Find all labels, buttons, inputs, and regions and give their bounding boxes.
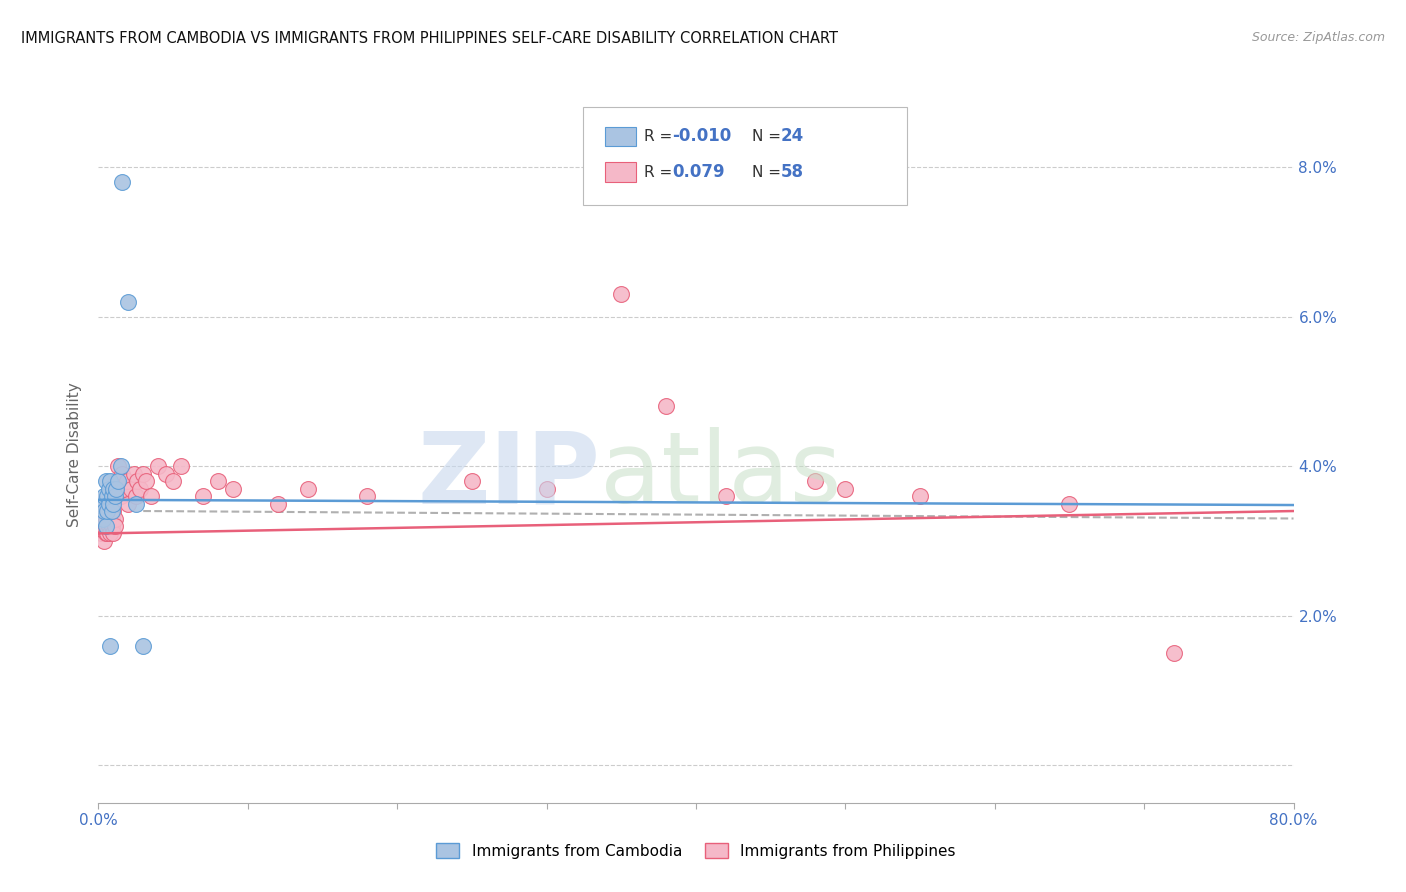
Point: [103, 497, 125, 511]
Text: ZIP: ZIP: [418, 427, 600, 524]
Text: 24: 24: [780, 128, 804, 145]
Point: [222, 482, 245, 496]
Point: [91, 519, 114, 533]
Point: [908, 489, 931, 503]
Point: [115, 474, 138, 488]
Point: [191, 489, 214, 503]
Point: [148, 459, 170, 474]
Point: [98, 474, 122, 488]
Point: [129, 482, 152, 496]
Text: N =: N =: [752, 165, 786, 179]
Point: [117, 294, 139, 309]
Point: [461, 474, 484, 488]
Point: [107, 474, 129, 488]
Point: [356, 489, 378, 503]
Point: [1163, 646, 1185, 660]
Point: [714, 489, 737, 503]
Point: [139, 489, 162, 503]
Point: [125, 489, 148, 503]
Point: [93, 504, 115, 518]
Point: [97, 519, 120, 533]
Point: [94, 474, 117, 488]
Text: Source: ZipAtlas.com: Source: ZipAtlas.com: [1251, 31, 1385, 45]
Text: atlas: atlas: [600, 427, 842, 524]
Point: [834, 482, 856, 496]
Legend: Immigrants from Cambodia, Immigrants from Philippines: Immigrants from Cambodia, Immigrants fro…: [430, 837, 962, 864]
Point: [103, 482, 125, 496]
Point: [91, 511, 114, 525]
Point: [110, 459, 132, 474]
Point: [610, 287, 633, 301]
Point: [105, 474, 128, 488]
Point: [97, 511, 120, 525]
Text: IMMIGRANTS FROM CAMBODIA VS IMMIGRANTS FROM PHILIPPINES SELF-CARE DISABILITY COR: IMMIGRANTS FROM CAMBODIA VS IMMIGRANTS F…: [21, 31, 838, 46]
Point: [207, 474, 229, 488]
Point: [93, 533, 115, 548]
Point: [98, 504, 122, 518]
Point: [297, 482, 319, 496]
Text: N =: N =: [752, 129, 786, 144]
Point: [90, 526, 112, 541]
Point: [162, 474, 184, 488]
Point: [655, 399, 678, 413]
Text: 58: 58: [780, 163, 803, 181]
Point: [155, 467, 177, 481]
Point: [96, 526, 118, 541]
Point: [114, 482, 136, 496]
Point: [135, 474, 157, 488]
Point: [93, 489, 115, 503]
Point: [169, 459, 191, 474]
Point: [132, 639, 155, 653]
Point: [97, 497, 120, 511]
Point: [124, 467, 146, 481]
Point: [107, 459, 129, 474]
Point: [110, 474, 132, 488]
Point: [103, 504, 125, 518]
Point: [132, 467, 155, 481]
Point: [804, 474, 827, 488]
Point: [111, 467, 134, 481]
Text: R =: R =: [644, 129, 678, 144]
Text: R =: R =: [644, 165, 682, 179]
Point: [104, 511, 127, 525]
Point: [98, 639, 122, 653]
Point: [98, 526, 122, 541]
Point: [125, 497, 148, 511]
Point: [94, 519, 117, 533]
Point: [94, 526, 117, 541]
Point: [101, 489, 124, 503]
Point: [96, 504, 118, 518]
Point: [94, 511, 117, 525]
Point: [1059, 497, 1081, 511]
Point: [111, 175, 134, 189]
Point: [110, 489, 132, 503]
Point: [94, 519, 117, 533]
Point: [101, 511, 124, 525]
Point: [127, 474, 149, 488]
Point: [105, 489, 128, 503]
Point: [101, 504, 124, 518]
Text: 0.079: 0.079: [672, 163, 724, 181]
Point: [108, 482, 131, 496]
Point: [96, 489, 118, 503]
Point: [117, 497, 139, 511]
Point: [93, 504, 115, 518]
Point: [101, 519, 124, 533]
Point: [120, 482, 142, 496]
Point: [536, 482, 558, 496]
Y-axis label: Self-Care Disability: Self-Care Disability: [67, 383, 83, 527]
Point: [103, 526, 125, 541]
Point: [104, 489, 127, 503]
Point: [104, 519, 127, 533]
Point: [90, 497, 112, 511]
Point: [96, 504, 118, 518]
Point: [105, 482, 128, 496]
Point: [267, 497, 290, 511]
Text: -0.010: -0.010: [672, 128, 731, 145]
Point: [91, 511, 114, 525]
Point: [97, 482, 120, 496]
